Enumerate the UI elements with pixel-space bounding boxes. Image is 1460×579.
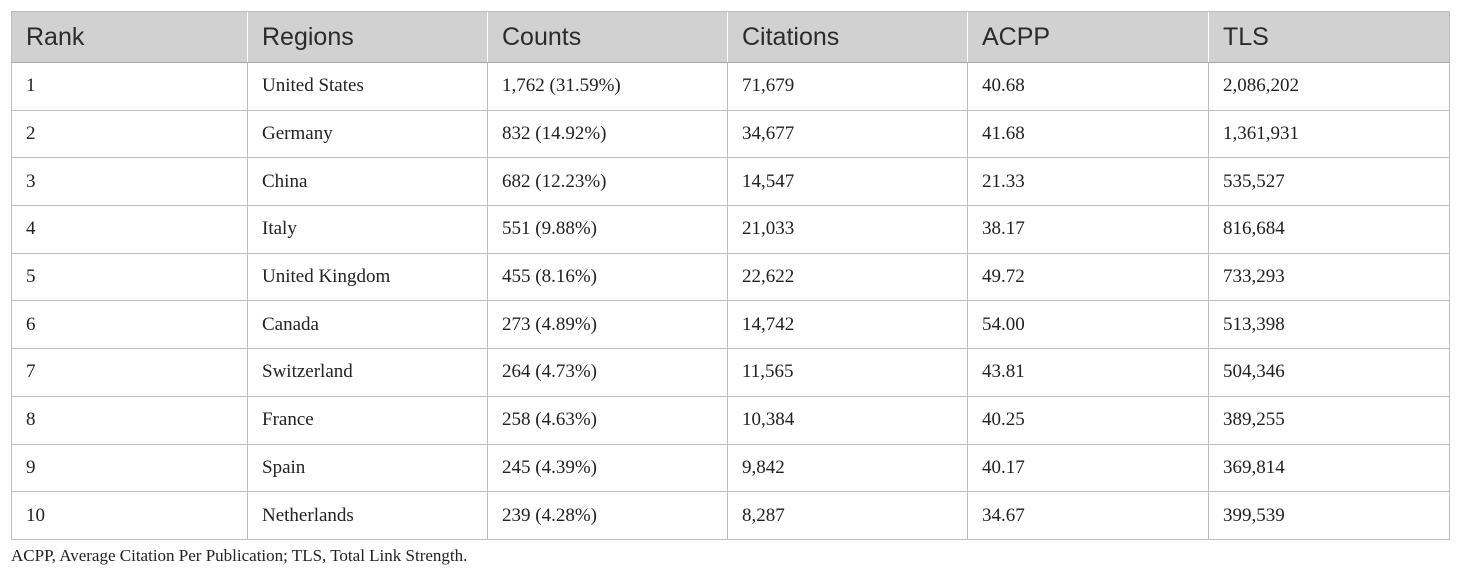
cell-acpp: 40.17 [967, 443, 1209, 493]
cell-region: Netherlands [247, 491, 488, 540]
cell-citations: 9,842 [727, 443, 968, 493]
cell-citations: 8,287 [727, 491, 968, 540]
cell-region: United States [247, 62, 488, 111]
table-row: 5 United Kingdom 455 (8.16%) 22,622 49.7… [11, 252, 1450, 302]
table-header: Rank Regions Counts Citations ACPP TLS [11, 11, 1450, 63]
cell-tls: 504,346 [1208, 348, 1450, 397]
cell-acpp: 34.67 [967, 491, 1209, 540]
cell-acpp: 40.25 [967, 395, 1209, 445]
cell-tls: 513,398 [1208, 300, 1450, 350]
cell-rank: 4 [11, 205, 248, 254]
cell-region: France [247, 395, 488, 445]
cell-counts: 239 (4.28%) [487, 491, 728, 540]
header-counts: Counts [487, 11, 728, 63]
cell-counts: 682 (12.23%) [487, 157, 728, 207]
cell-counts: 245 (4.39%) [487, 443, 728, 493]
cell-counts: 551 (9.88%) [487, 205, 728, 254]
cell-citations: 22,622 [727, 252, 968, 302]
table-row: 9 Spain 245 (4.39%) 9,842 40.17 369,814 [11, 443, 1450, 493]
cell-rank: 3 [11, 157, 248, 207]
cell-counts: 455 (8.16%) [487, 252, 728, 302]
table-container: Rank Regions Counts Citations ACPP TLS 1… [11, 11, 1450, 540]
cell-rank: 8 [11, 395, 248, 445]
regions-table: Rank Regions Counts Citations ACPP TLS 1… [11, 11, 1450, 540]
header-regions: Regions [247, 11, 488, 63]
table-row: 4 Italy 551 (9.88%) 21,033 38.17 816,684 [11, 205, 1450, 254]
cell-counts: 273 (4.89%) [487, 300, 728, 350]
cell-tls: 399,539 [1208, 491, 1450, 540]
cell-acpp: 38.17 [967, 205, 1209, 254]
cell-acpp: 43.81 [967, 348, 1209, 397]
cell-tls: 369,814 [1208, 443, 1450, 493]
cell-rank: 7 [11, 348, 248, 397]
header-citations: Citations [727, 11, 968, 63]
cell-citations: 14,547 [727, 157, 968, 207]
cell-tls: 733,293 [1208, 252, 1450, 302]
cell-acpp: 49.72 [967, 252, 1209, 302]
cell-rank: 5 [11, 252, 248, 302]
cell-tls: 816,684 [1208, 205, 1450, 254]
cell-counts: 1,762 (31.59%) [487, 62, 728, 111]
cell-acpp: 54.00 [967, 300, 1209, 350]
cell-citations: 10,384 [727, 395, 968, 445]
table-row: 3 China 682 (12.23%) 14,547 21.33 535,52… [11, 157, 1450, 207]
table-footnote: ACPP, Average Citation Per Publication; … [11, 546, 468, 565]
table-row: 10 Netherlands 239 (4.28%) 8,287 34.67 3… [11, 491, 1450, 540]
cell-region: Spain [247, 443, 488, 493]
cell-region: United Kingdom [247, 252, 488, 302]
cell-citations: 11,565 [727, 348, 968, 397]
table-row: 8 France 258 (4.63%) 10,384 40.25 389,25… [11, 395, 1450, 445]
cell-rank: 10 [11, 491, 248, 540]
cell-citations: 71,679 [727, 62, 968, 111]
cell-citations: 14,742 [727, 300, 968, 350]
table-row: 1 United States 1,762 (31.59%) 71,679 40… [11, 62, 1450, 111]
cell-region: Canada [247, 300, 488, 350]
table-row: 2 Germany 832 (14.92%) 34,677 41.68 1,36… [11, 109, 1450, 159]
cell-rank: 2 [11, 109, 248, 159]
cell-rank: 9 [11, 443, 248, 493]
header-tls: TLS [1208, 11, 1450, 63]
table-row: 6 Canada 273 (4.89%) 14,742 54.00 513,39… [11, 300, 1450, 350]
table-body: 1 United States 1,762 (31.59%) 71,679 40… [11, 62, 1450, 540]
cell-region: China [247, 157, 488, 207]
cell-acpp: 41.68 [967, 109, 1209, 159]
cell-counts: 832 (14.92%) [487, 109, 728, 159]
header-acpp: ACPP [967, 11, 1209, 63]
cell-acpp: 21.33 [967, 157, 1209, 207]
table-row: 7 Switzerland 264 (4.73%) 11,565 43.81 5… [11, 348, 1450, 397]
header-row: Rank Regions Counts Citations ACPP TLS [11, 11, 1450, 63]
header-rank: Rank [11, 11, 248, 63]
cell-citations: 34,677 [727, 109, 968, 159]
cell-tls: 1,361,931 [1208, 109, 1450, 159]
cell-counts: 258 (4.63%) [487, 395, 728, 445]
cell-region: Italy [247, 205, 488, 254]
cell-rank: 6 [11, 300, 248, 350]
cell-rank: 1 [11, 62, 248, 111]
cell-tls: 535,527 [1208, 157, 1450, 207]
cell-region: Germany [247, 109, 488, 159]
cell-citations: 21,033 [727, 205, 968, 254]
cell-region: Switzerland [247, 348, 488, 397]
cell-tls: 389,255 [1208, 395, 1450, 445]
cell-counts: 264 (4.73%) [487, 348, 728, 397]
cell-tls: 2,086,202 [1208, 62, 1450, 111]
cell-acpp: 40.68 [967, 62, 1209, 111]
